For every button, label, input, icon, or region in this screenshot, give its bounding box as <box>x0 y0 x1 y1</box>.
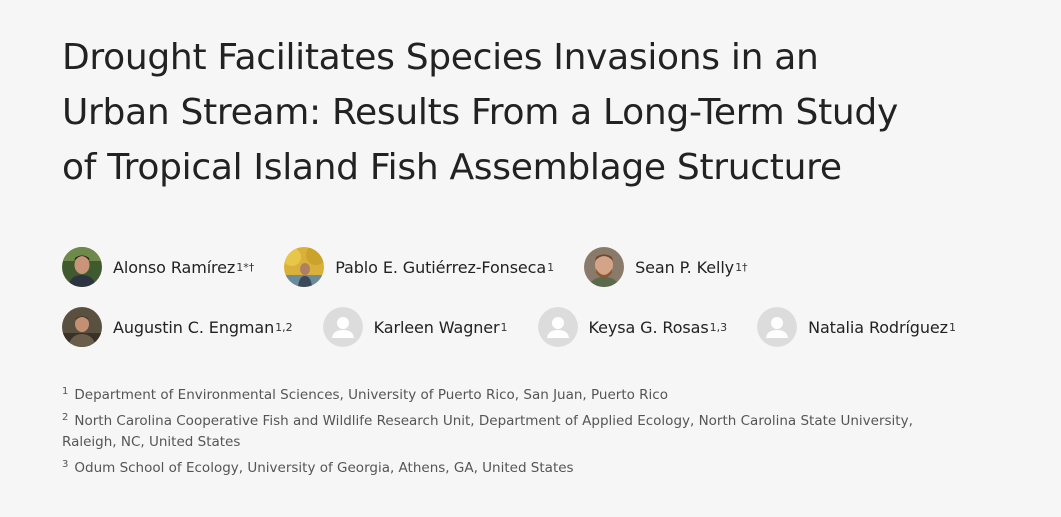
author-list-row-1: Alonso Ramírez 1*† Pablo E. Gutiérrez-Fon… <box>62 247 748 287</box>
author-name: Augustin C. Engman <box>113 317 275 337</box>
affiliation-number: 1 <box>62 386 69 397</box>
article-title: Drought Facilitates Species Invasions in… <box>62 30 1022 195</box>
author-name: Sean P. Kelly <box>635 257 735 277</box>
author-affiliation-marker: 1,2 <box>275 320 293 334</box>
person-placeholder-icon[interactable] <box>757 307 798 347</box>
author-affiliation-marker: 1*† <box>236 260 255 274</box>
author-photo-avatar[interactable] <box>284 247 325 287</box>
title-line: Urban Stream: Results From a Long-Term S… <box>62 92 898 133</box>
affiliation-item-continuation: Raleigh, NC, United States <box>62 432 962 454</box>
author-keysa-g-rosas[interactable]: Keysa G. Rosas 1,3 <box>537 307 728 347</box>
author-affiliation-marker: 1 <box>948 320 956 334</box>
author-sean-p-kelly[interactable]: Sean P. Kelly 1† <box>584 247 748 287</box>
affiliation-text: Odum School of Ecology, University of Ge… <box>74 459 574 476</box>
author-affiliation-marker: 1 <box>500 320 508 334</box>
author-karleen-wagner[interactable]: Karleen Wagner 1 <box>322 307 508 347</box>
author-natalia-rodriguez[interactable]: Natalia Rodríguez 1 <box>757 307 956 347</box>
affiliation-text: Raleigh, NC, United States <box>62 434 241 450</box>
affiliation-item: 2 North Carolina Cooperative Fish and Wil… <box>62 407 962 433</box>
author-name: Alonso Ramírez <box>113 257 236 277</box>
affiliation-text: Department of Environmental Sciences, Un… <box>74 387 668 403</box>
author-pablo-gutierrez-fonseca[interactable]: Pablo E. Gutiérrez-Fonseca 1 <box>284 247 554 287</box>
author-name: Keysa G. Rosas <box>588 317 709 337</box>
author-photo-avatar[interactable] <box>584 247 625 287</box>
author-name: Natalia Rodríguez <box>808 317 948 337</box>
author-list-row-2: Augustin C. Engman 1,2 Karleen Wagner 1 <box>62 307 956 347</box>
author-photo-avatar[interactable] <box>62 307 102 347</box>
author-augustin-c-engman[interactable]: Augustin C. Engman 1,2 <box>62 307 293 347</box>
affiliation-list: 1 Department of Environmental Sciences, U… <box>62 381 962 479</box>
title-line: of Tropical Island Fish Assemblage Struc… <box>62 147 842 188</box>
author-alonso-ramirez[interactable]: Alonso Ramírez 1*† <box>62 247 254 287</box>
author-photo-avatar[interactable] <box>62 247 102 287</box>
author-affiliation-marker: 1 <box>547 260 555 274</box>
author-name: Karleen Wagner <box>373 317 500 337</box>
author-affiliation-marker: 1† <box>735 260 748 274</box>
person-placeholder-icon[interactable] <box>322 307 363 347</box>
affiliation-item: 3 Odum School of Ecology, University of G… <box>62 454 962 480</box>
author-name: Pablo E. Gutiérrez-Fonseca <box>335 257 547 277</box>
author-affiliation-marker: 1,3 <box>709 320 728 334</box>
affiliation-number: 2 <box>62 411 69 423</box>
affiliation-item: 1 Department of Environmental Sciences, U… <box>62 381 962 407</box>
title-line: Drought Facilitates Species Invasions in… <box>62 37 819 78</box>
affiliation-number: 3 <box>62 458 69 470</box>
person-placeholder-icon[interactable] <box>537 307 578 347</box>
affiliation-text: North Carolina Cooperative Fish and Wild… <box>74 412 913 429</box>
